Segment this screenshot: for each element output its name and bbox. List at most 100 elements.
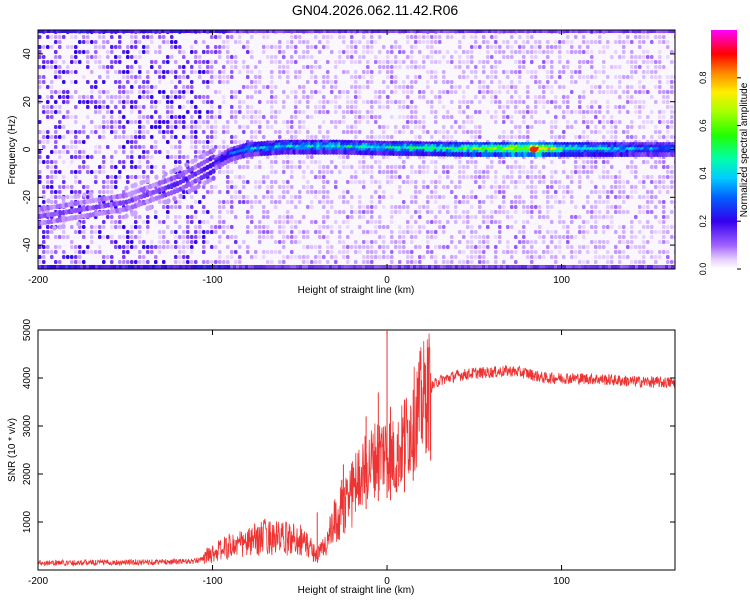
heatmap-cell: [470, 245, 474, 249]
heatmap-cell: [390, 260, 394, 264]
heatmap-cell: [378, 65, 382, 69]
heatmap-cell: [618, 195, 622, 199]
heatmap-cell: [542, 50, 546, 54]
heatmap-cell: [338, 50, 342, 54]
heatmap-cell: [306, 135, 310, 139]
heatmap-cell: [602, 50, 606, 54]
heatmap-cell: [294, 220, 298, 224]
heatmap-cell: [614, 180, 618, 184]
heatmap-cell: [242, 60, 246, 64]
heatmap-cell: [236, 30, 239, 33]
heatmap-cell: [330, 50, 334, 54]
heatmap-cell: [126, 100, 130, 104]
heatmap-cell: [462, 165, 466, 169]
heatmap-cell: [346, 70, 350, 74]
heatmap-cell: [218, 220, 222, 224]
heatmap-cell: [248, 265, 251, 269]
heatmap-cell: [154, 245, 158, 249]
heatmap-cell: [530, 75, 534, 79]
heatmap-cell: [179, 30, 182, 33]
heatmap-cell: [350, 55, 354, 59]
heatmap-cell: [374, 225, 378, 229]
heatmap-cell: [426, 235, 430, 239]
heatmap-cell: [86, 35, 90, 39]
heatmap-cell: [466, 210, 470, 214]
heatmap-cell: [314, 45, 318, 49]
heatmap-cell: [494, 260, 498, 264]
heatmap-cell: [58, 185, 62, 189]
heatmap-cell: [394, 170, 398, 174]
heatmap-cell: [510, 250, 514, 254]
heatmap-cell: [262, 230, 266, 234]
heatmap-cell: [134, 220, 138, 224]
heatmap-cell: [190, 65, 194, 69]
heatmap-cell: [70, 130, 74, 134]
heatmap-cell: [150, 35, 154, 39]
heatmap-cell: [458, 45, 462, 49]
heatmap-cell: [450, 180, 454, 184]
heatmap-cell: [581, 265, 584, 269]
heatmap-cell: [74, 170, 78, 174]
heatmap-cell: [286, 40, 290, 44]
heatmap-cell: [170, 30, 173, 33]
heatmap-cell: [310, 70, 314, 74]
heatmap-cell: [602, 60, 606, 64]
heatmap-cell: [618, 175, 622, 179]
heatmap-cell: [286, 120, 290, 124]
heatmap-cell: [106, 185, 110, 189]
heatmap-cell: [454, 205, 458, 209]
heatmap-cell: [498, 225, 502, 229]
heatmap-cell: [602, 245, 606, 249]
heatmap-cell: [642, 235, 646, 239]
heatmap-cell: [130, 55, 134, 59]
heatmap-cell: [434, 40, 438, 44]
heatmap-cell: [50, 30, 53, 33]
heatmap-cell: [317, 265, 320, 269]
heatmap-cell: [296, 30, 299, 33]
heatmap-cell: [90, 240, 94, 244]
heatmap-cell: [274, 170, 278, 174]
heatmap-cell: [370, 215, 374, 219]
heatmap-cell: [214, 120, 218, 124]
heatmap-cell: [490, 195, 494, 199]
heatmap-cell: [236, 265, 239, 269]
heatmap-cell: [406, 85, 410, 89]
heatmap-cell: [190, 105, 194, 109]
heatmap-cell: [186, 245, 190, 249]
heatmap-cell: [558, 70, 562, 74]
heatmap-cell: [578, 230, 582, 234]
heatmap-cell: [390, 240, 394, 244]
heatmap-cell: [206, 80, 210, 84]
heatmap-cell: [226, 120, 230, 124]
heatmap-cell: [362, 70, 366, 74]
heatmap-cell: [550, 195, 554, 199]
heatmap-cell: [158, 130, 162, 134]
heatmap-cell: [302, 215, 306, 219]
heatmap-cell: [574, 70, 578, 74]
heatmap-cell: [666, 100, 670, 104]
heatmap-cell: [210, 80, 214, 84]
heatmap-cell: [322, 95, 326, 99]
heatmap-cell: [478, 250, 482, 254]
heatmap-cell: [578, 135, 582, 139]
heatmap-cell: [74, 260, 78, 264]
heatmap-cell: [178, 75, 182, 79]
heatmap-cell: [54, 125, 58, 129]
heatmap-cell: [666, 230, 670, 234]
heatmap-cell: [138, 250, 142, 254]
heatmap-cell: [442, 80, 446, 84]
heatmap-cell: [203, 265, 206, 269]
heatmap-cell: [314, 255, 318, 259]
heatmap-cell: [270, 85, 274, 89]
heatmap-cell: [202, 60, 206, 64]
heatmap-cell: [390, 255, 394, 259]
heatmap-cell: [173, 30, 176, 33]
heatmap-cell: [94, 85, 98, 89]
heatmap-cell: [242, 130, 246, 134]
heatmap-cell: [514, 195, 518, 199]
heatmap-cell: [602, 165, 606, 169]
heatmap-cell: [522, 205, 526, 209]
heatmap-cell: [654, 205, 658, 209]
heatmap-cell: [394, 165, 398, 169]
heatmap-cell: [106, 175, 110, 179]
